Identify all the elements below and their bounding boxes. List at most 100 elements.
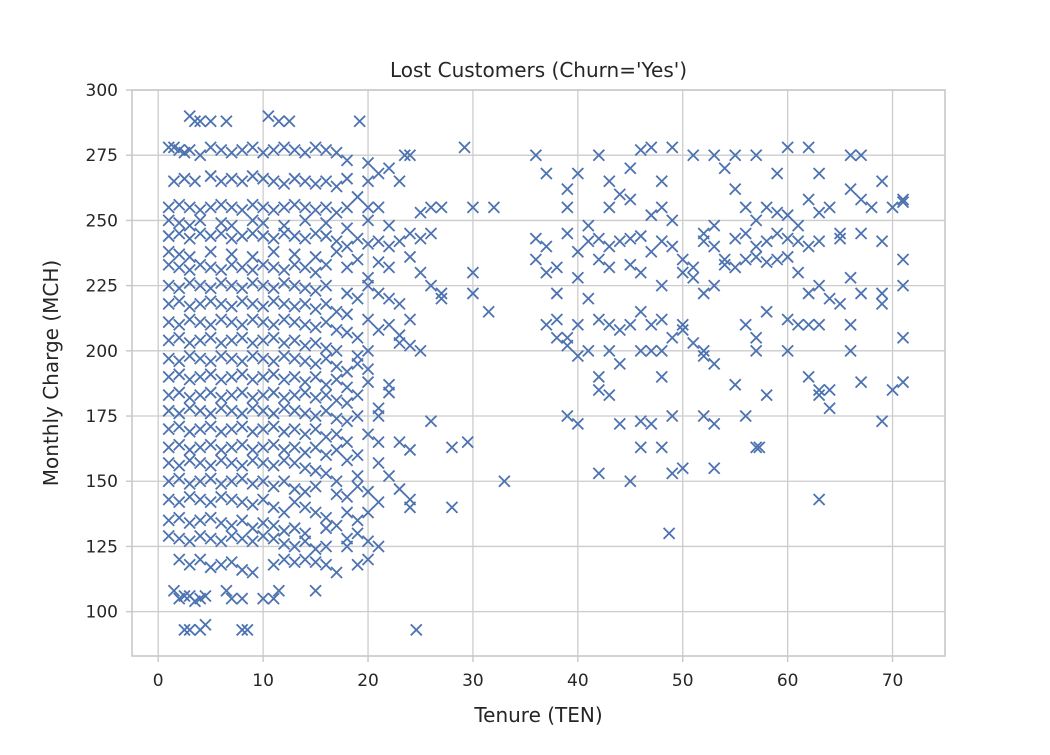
data-point [802,240,815,253]
data-point [466,266,480,279]
data-point [739,201,752,214]
data-point [256,404,270,417]
data-point [215,336,228,350]
data-point [267,295,280,308]
data-point [351,480,364,493]
data-point [173,495,186,509]
data-point [854,375,868,389]
data-point [288,258,301,271]
data-point [215,198,228,211]
data-point [204,420,217,433]
data-point [802,193,815,206]
data-point [215,227,228,240]
data-point [236,514,249,527]
data-point [309,555,322,569]
data-point [540,318,553,331]
data-point [215,402,228,415]
data-point [414,206,427,219]
data-point [204,141,217,154]
data-point [215,349,228,363]
data-point [267,355,280,368]
data-point [403,501,417,514]
data-point [288,522,301,535]
data-point [236,563,249,577]
data-point [624,318,637,331]
data-point [353,115,366,128]
data-point [236,407,249,420]
data-point [225,441,238,454]
data-point [183,276,196,290]
data-point [393,175,406,188]
data-point [393,482,406,496]
data-point [246,425,259,438]
data-point [225,475,238,488]
data-point [372,256,385,269]
data-point [382,261,396,274]
data-point [687,149,700,162]
data-point [361,506,375,519]
data-point [162,493,175,506]
data-point [561,409,574,423]
data-point [288,441,301,454]
data-point [361,535,375,548]
data-point [760,201,773,214]
data-point [267,318,280,331]
data-point [613,357,626,371]
data-point [162,258,175,271]
data-point [236,459,249,472]
data-point [330,394,343,407]
data-point [162,475,175,488]
data-point [791,219,805,232]
data-point [886,383,899,397]
data-point [188,115,202,128]
data-point [812,493,826,506]
data-point [173,459,186,472]
data-point [613,323,626,337]
data-point [236,203,249,217]
data-point [561,182,574,196]
data-point [854,227,868,240]
data-point [729,261,742,274]
data-point [403,443,417,457]
data-point [330,206,343,219]
data-point [771,206,784,219]
data-point [267,368,280,381]
data-point [288,404,301,417]
data-point [204,368,217,381]
data-point [194,441,207,454]
data-point [194,214,207,227]
data-point [309,141,322,154]
data-point [246,214,259,227]
data-point [215,143,228,157]
data-point [624,162,637,175]
data-point [204,245,217,258]
data-point [162,141,175,154]
data-point [256,201,270,214]
data-point [424,201,438,214]
data-point [624,193,637,206]
data-point [194,529,207,543]
data-point [277,402,291,415]
data-point [361,237,375,251]
data-point [267,143,280,157]
data-point [173,295,186,308]
data-point [340,490,354,504]
data-point [267,420,280,433]
data-point [697,235,710,248]
data-point [393,336,406,350]
data-point [225,370,238,384]
data-point [403,313,417,326]
data-point [225,519,238,532]
data-point [739,318,752,331]
data-point [361,344,375,357]
data-point [267,501,280,514]
data-point [204,282,217,295]
data-point [277,537,291,550]
data-point [655,201,668,214]
data-point [603,201,616,214]
data-point [844,182,857,196]
data-point [256,493,270,506]
data-point [330,412,343,425]
data-point [582,219,595,232]
data-point [372,456,385,470]
